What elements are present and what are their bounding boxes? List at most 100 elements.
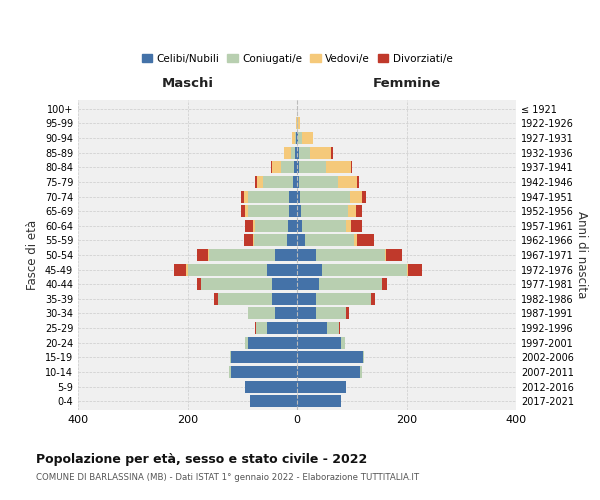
Bar [257,176,263,188]
Bar [272,162,281,173]
Bar [248,205,289,217]
Bar [256,322,267,334]
Bar [297,249,316,261]
Y-axis label: Fasce di età: Fasce di età [26,220,39,290]
Bar [316,293,371,305]
Bar [297,234,305,246]
Bar [214,293,218,305]
Bar [348,205,356,217]
Bar [292,132,295,144]
Bar [295,146,297,158]
Bar [326,162,350,173]
Bar [350,162,352,173]
Bar [253,220,255,232]
Bar [248,308,275,320]
Bar [253,234,254,246]
Bar [408,264,422,276]
Bar [319,278,382,290]
Bar [341,336,345,348]
Bar [241,190,244,202]
Bar [197,278,201,290]
Bar [299,176,338,188]
Bar [232,366,297,378]
Bar [302,220,346,232]
Bar [298,132,302,144]
Legend: Celibi/Nubili, Coniugati/e, Vedovi/e, Divorziati/e: Celibi/Nubili, Coniugati/e, Vedovi/e, Di… [137,50,457,68]
Bar [291,146,295,158]
Bar [197,249,208,261]
Bar [316,308,346,320]
Bar [297,380,346,392]
Bar [299,146,310,158]
Bar [331,146,332,158]
Bar [297,190,300,202]
Bar [256,176,257,188]
Bar [289,205,297,217]
Bar [385,249,386,261]
Bar [297,146,299,158]
Bar [362,190,366,202]
Bar [338,176,356,188]
Bar [297,176,299,188]
Bar [244,190,248,202]
Bar [382,278,388,290]
Bar [360,366,362,378]
Bar [281,162,294,173]
Bar [267,264,297,276]
Y-axis label: Anni di nascita: Anni di nascita [575,212,588,298]
Bar [297,220,302,232]
Text: Maschi: Maschi [161,77,214,90]
Bar [301,205,348,217]
Bar [272,293,297,305]
Bar [297,205,301,217]
Bar [297,264,322,276]
Bar [250,395,297,407]
Bar [289,190,297,202]
Bar [272,278,297,290]
Bar [244,234,253,246]
Bar [229,366,232,378]
Bar [287,234,297,246]
Bar [346,308,349,320]
Bar [357,234,374,246]
Bar [254,234,287,246]
Bar [287,220,297,232]
Bar [362,352,364,364]
Bar [295,132,296,144]
Bar [297,278,319,290]
Bar [284,146,291,158]
Bar [350,220,362,232]
Bar [297,162,299,173]
Bar [255,220,287,232]
Bar [356,205,362,217]
Bar [407,264,408,276]
Bar [263,176,293,188]
Bar [293,176,297,188]
Bar [305,234,355,246]
Bar [218,293,272,305]
Bar [187,264,267,276]
Bar [230,352,232,364]
Bar [350,190,362,202]
Bar [275,249,297,261]
Bar [267,322,297,334]
Bar [355,234,357,246]
Bar [371,293,375,305]
Bar [297,366,360,378]
Bar [297,336,341,348]
Bar [356,176,359,188]
Bar [327,322,339,334]
Bar [310,146,331,158]
Bar [201,278,272,290]
Bar [275,308,297,320]
Text: COMUNE DI BARLASSINA (MB) - Dati ISTAT 1° gennaio 2022 - Elaborazione TUTTITALIA: COMUNE DI BARLASSINA (MB) - Dati ISTAT 1… [36,472,419,482]
Bar [297,395,341,407]
Bar [386,249,401,261]
Bar [297,308,316,320]
Bar [302,132,313,144]
Bar [245,205,248,217]
Bar [298,118,300,130]
Bar [299,162,326,173]
Bar [245,220,253,232]
Bar [297,322,327,334]
